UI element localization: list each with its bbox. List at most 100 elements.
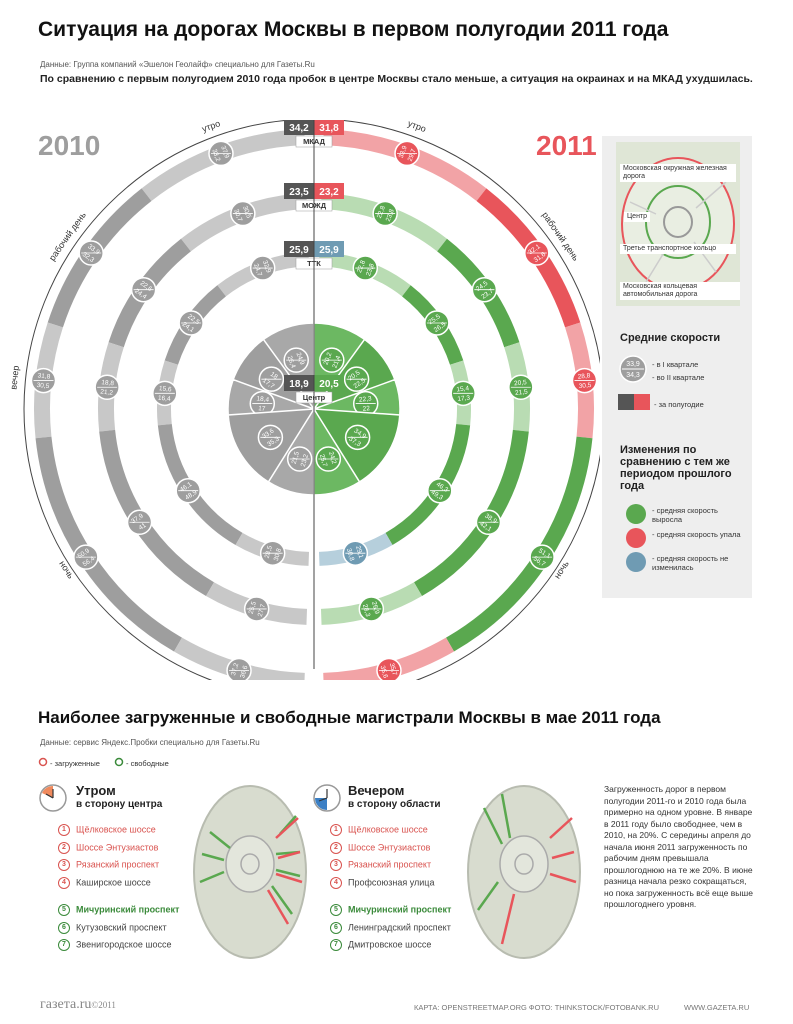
road-name: Каширское шоссе — [76, 876, 151, 887]
bubble-2010: 31,8 30,5 — [30, 367, 57, 394]
bubble-2011: 24,523,7 — [471, 276, 498, 303]
year-2011: 2011 — [536, 130, 597, 161]
svg-text:26,9: 26,9 — [370, 601, 380, 615]
footer-credits: КАРТА: OPENSTREETMAP.ORG ФОТО: THINKSTOC… — [414, 1003, 660, 1012]
morning-road-7: 7 Звенигородское шоссе — [58, 939, 172, 951]
road-name: Щёлковское шоссе — [76, 824, 156, 835]
bubble-2010: 46,148,9 — [175, 477, 201, 504]
down-label: - средняя скорость упала — [652, 530, 741, 539]
morning-road-6: 6 Кутузовский проспект — [58, 921, 167, 934]
bubble-2010: 37,236,6 — [226, 657, 252, 680]
svg-text:18: 18 — [269, 371, 279, 381]
road-number-badge: 5 — [58, 904, 70, 916]
map-label-mkad: Московская кольцевая автомобильная дорог… — [620, 282, 740, 300]
svg-text:28,3: 28,3 — [361, 603, 371, 617]
evening-title: Вечером — [348, 783, 405, 798]
speed-sample-icon: 33,9 34,3 — [619, 355, 647, 383]
ring-2011-seg — [385, 423, 471, 545]
bubble-2011: 38,942,1 — [475, 509, 502, 536]
bubble-2010: 32,924,7 — [249, 255, 276, 281]
svg-text:21,4: 21,4 — [332, 355, 343, 370]
bubble-2011: 35,735,6 — [376, 657, 402, 680]
road-number-badge: 2 — [58, 841, 70, 854]
svg-text:31,8: 31,8 — [37, 372, 51, 380]
svg-text:37,9: 37,9 — [219, 145, 230, 160]
lead-text: По сравнению с первым полугодием 2010 го… — [40, 73, 753, 85]
morning-header: Утром в сторону центра — [76, 784, 162, 812]
bubble-center-2010: 21,523,2 — [286, 446, 313, 472]
segment-label-right: утро — [406, 120, 427, 134]
bubble-2011: 28,8 30,5 — [571, 367, 598, 394]
road-number-badge: 3 — [330, 859, 342, 871]
map-label-center: Центр — [624, 212, 651, 222]
bubble-2011: 29,130,8 — [342, 540, 369, 566]
half-2011-value: 23,2 — [319, 187, 339, 198]
half-2011-box — [314, 120, 344, 135]
svg-text:33,9: 33,9 — [626, 361, 640, 368]
svg-text:22,8: 22,8 — [376, 205, 387, 220]
q2-label: - во II квартале — [652, 373, 705, 382]
changes-title: Изменения по сравнению с тем же периодом… — [620, 444, 732, 492]
svg-text:22,3: 22,3 — [359, 395, 373, 403]
evening-road-5: 5 Мичуринский проспект — [330, 904, 451, 916]
road-number-badge: 1 — [330, 824, 342, 836]
half-2010-box — [284, 120, 314, 135]
road-name: Ленинградский проспект — [348, 921, 451, 932]
evening-road-2: 2 Шоссе Энтузиастов — [330, 841, 430, 854]
outer-circle — [23, 120, 600, 680]
svg-text:26,4: 26,4 — [286, 355, 297, 370]
svg-text:25,5: 25,5 — [248, 600, 258, 614]
svg-text:18,8: 18,8 — [101, 379, 115, 387]
bubble-center-2010: 33,635,3 — [257, 424, 284, 451]
svg-text:24,7: 24,7 — [252, 263, 263, 278]
svg-text:23,2: 23,2 — [300, 453, 310, 467]
half-2011-box — [314, 183, 344, 199]
segment-label-left: утро — [201, 120, 222, 134]
free-key-icon — [114, 757, 124, 767]
bubble-2011: 32,131,6 — [524, 240, 550, 266]
morning-map — [188, 774, 310, 970]
morning-sub: в сторону центра — [76, 799, 163, 810]
half-label: - за полугодие — [654, 400, 704, 409]
half-2011-box — [314, 241, 344, 257]
bubble-2011: 22,823,8 — [372, 200, 398, 227]
evening-road-1: 1 Щёлковское шоссе — [330, 824, 428, 836]
map-label-mozhd: Московская окружная железная дорога — [620, 164, 736, 182]
map-label-ttk: Третье транспортное кольцо — [620, 244, 736, 254]
segment-label-left: вечер — [8, 365, 20, 390]
road-name: Рязанский проспект — [76, 859, 160, 870]
bubble-2010: 33,932,3 — [78, 240, 104, 266]
svg-text:33,2: 33,2 — [210, 148, 221, 163]
year-2010: 2010 — [38, 130, 101, 161]
half-2011-value: 25,9 — [319, 245, 339, 256]
busy-key-icon — [38, 757, 48, 767]
svg-text:16,4: 16,4 — [158, 395, 172, 403]
morning-road-2: 2 Шоссе Энтузиастов — [58, 841, 158, 854]
speeds-title: Средние скорости — [620, 332, 721, 344]
road-number-badge: 4 — [330, 876, 342, 889]
bubble-2011: 33,929,7 — [394, 140, 420, 167]
bubble-2011: 20,5 21,5 — [508, 374, 534, 401]
segment-label-right: ночь — [552, 559, 571, 581]
svg-text:30,7: 30,7 — [232, 208, 243, 223]
road-name: Рязанский проспект — [348, 859, 432, 870]
bubble-2010: 22,524,1 — [178, 310, 204, 336]
same-dot-icon — [626, 552, 646, 572]
svg-text:32,9: 32,9 — [261, 260, 272, 275]
svg-text:24,2: 24,2 — [327, 451, 337, 465]
ring-2010-seg — [157, 423, 243, 545]
half-2010-box — [284, 375, 314, 391]
free-key: - свободные — [126, 759, 169, 768]
svg-text:29,1: 29,1 — [354, 545, 364, 559]
svg-text:28,5: 28,5 — [264, 545, 274, 559]
q1-label: - в I квартале — [652, 360, 699, 369]
bubble-2011: 46,349,3 — [427, 477, 453, 504]
road-number-badge: 2 — [330, 841, 342, 854]
legend-panel: Московская окружная железная дорога Цент… — [602, 136, 752, 598]
svg-text:30,8: 30,8 — [273, 547, 283, 561]
svg-text:30,5: 30,5 — [241, 205, 252, 220]
section2-title: Наиболее загруженные и свободные магистр… — [38, 708, 661, 727]
bubble-2010: 30,530,7 — [230, 200, 256, 227]
